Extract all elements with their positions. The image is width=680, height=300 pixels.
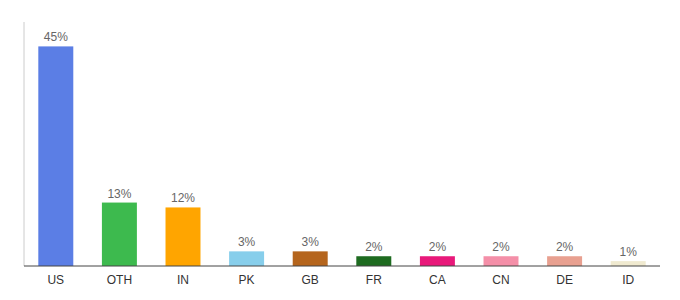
bar <box>229 251 264 266</box>
x-tick-label: FR <box>366 273 382 287</box>
data-label: 12% <box>171 191 195 205</box>
x-tick-label: CN <box>492 273 509 287</box>
x-tick-label: CA <box>429 273 446 287</box>
data-label: 45% <box>44 30 68 44</box>
data-labels: 45% 13% 12% 3% 3% 2% 2% 2% 2% 1% <box>44 30 637 259</box>
x-axis-line <box>24 266 660 267</box>
bar <box>38 46 73 266</box>
x-tick-label: ID <box>622 273 634 287</box>
chart-container: 45% 13% 12% 3% 3% 2% 2% 2% 2% 1% US OTH IN PK GB FR CA CN… <box>0 0 680 300</box>
bar <box>420 256 455 266</box>
x-tick-label: US <box>47 273 64 287</box>
data-label: 2% <box>365 240 383 254</box>
chart-svg: 45% 13% 12% 3% 3% 2% 2% 2% 2% 1% US OTH IN PK GB FR CA CN… <box>0 0 680 300</box>
bars <box>38 46 645 266</box>
x-tick-label: OTH <box>107 273 132 287</box>
x-tick-label: PK <box>239 273 255 287</box>
bar <box>166 207 201 266</box>
data-label: 13% <box>107 187 131 201</box>
x-tick-label: DE <box>556 273 573 287</box>
bar <box>484 256 519 266</box>
x-axis: US OTH IN PK GB FR CA CN DE ID <box>24 266 660 287</box>
data-label: 2% <box>429 240 447 254</box>
x-tick-label: IN <box>177 273 189 287</box>
data-label: 1% <box>620 245 638 259</box>
data-label: 3% <box>238 235 256 249</box>
data-label: 2% <box>556 240 574 254</box>
bar <box>611 261 646 266</box>
bar <box>293 251 328 266</box>
data-label: 2% <box>492 240 510 254</box>
bar <box>547 256 582 266</box>
bar <box>102 203 137 266</box>
y-axis-line <box>24 22 25 266</box>
x-tick-label: GB <box>302 273 319 287</box>
data-label: 3% <box>302 235 320 249</box>
bar <box>356 256 391 266</box>
